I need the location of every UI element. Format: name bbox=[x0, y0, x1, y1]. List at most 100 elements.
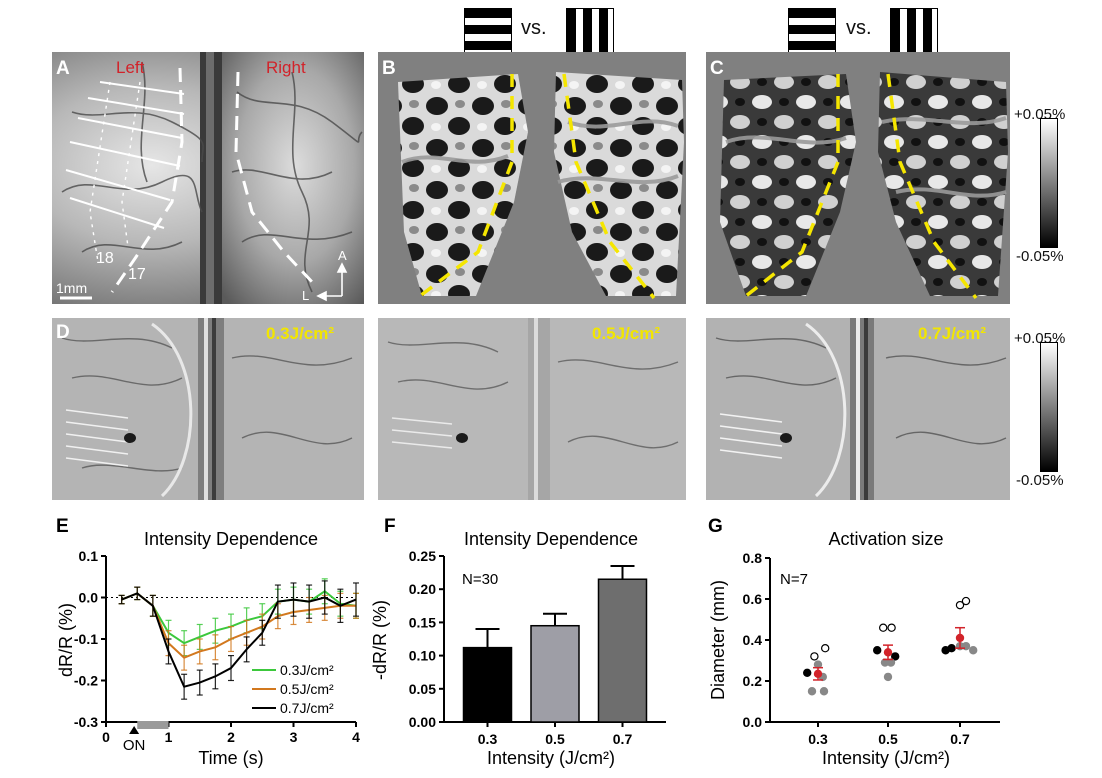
chart-f-title: Intensity Dependence bbox=[464, 529, 638, 549]
chart-g-point bbox=[807, 687, 817, 696]
chart-f-ytick-label: 0.00 bbox=[409, 714, 436, 730]
chart-f-xtick-label: 0.5 bbox=[545, 731, 565, 747]
chart-e-series-line bbox=[121, 592, 357, 688]
colorbar-top bbox=[1040, 118, 1058, 248]
chart-g-point bbox=[819, 687, 829, 696]
right-hemisphere-label: Right bbox=[266, 58, 306, 77]
chart-g-point bbox=[810, 652, 819, 661]
chart-f-annotation: N=30 bbox=[462, 571, 498, 588]
chart-f-ytick-label: 0.10 bbox=[409, 648, 436, 664]
chart-g-ytick-label: 0.0 bbox=[743, 714, 763, 730]
panel-d-image-low: D 0.3J/cm² bbox=[52, 318, 364, 500]
chart-g-xtick-label: 0.3 bbox=[808, 731, 828, 747]
scale-bar-label: 1mm bbox=[56, 280, 88, 296]
chart-g-point bbox=[961, 596, 971, 606]
panel-d-image-mid: 0.5J/cm² bbox=[378, 318, 686, 500]
area-17-label: 17 bbox=[128, 266, 146, 283]
panel-a-overlay bbox=[60, 52, 364, 304]
chart-f-bar bbox=[530, 624, 580, 723]
chart-e-xtick-label: 0 bbox=[102, 729, 110, 745]
intensity-label-low: 0.3J/cm² bbox=[266, 324, 335, 343]
chart-e-legend-label: 0.3J/cm² bbox=[280, 662, 334, 678]
chart-g-point bbox=[873, 646, 882, 655]
chart-e-stim-arrow bbox=[129, 726, 140, 734]
chart-e-series-line bbox=[121, 592, 356, 659]
chart-g-point bbox=[947, 644, 956, 653]
chart-g-point bbox=[887, 623, 896, 632]
area-18-label: 18 bbox=[96, 250, 114, 267]
chart-g-mean-point bbox=[883, 648, 893, 657]
chart-g-point bbox=[969, 646, 978, 655]
panel-d3-texture bbox=[715, 318, 1007, 500]
vs-label-b: vs. bbox=[521, 17, 547, 39]
chart-e-letter: E bbox=[56, 516, 69, 537]
vs-label-c: vs. bbox=[846, 17, 872, 39]
chart-g-annotation: N=7 bbox=[780, 571, 808, 588]
chart-f-xtick-label: 0.3 bbox=[478, 731, 498, 747]
chart-g-ytick-label: 0.4 bbox=[743, 632, 763, 648]
panel-a-cortex-image: A Left Right 18 17 1mm A L bbox=[52, 52, 364, 304]
chart-f-ytick-label: 0.25 bbox=[409, 548, 436, 564]
intensity-label-mid: 0.5J/cm² bbox=[592, 324, 661, 343]
chart-g-point bbox=[803, 668, 812, 678]
colorbar-top-min: -0.05% bbox=[1016, 248, 1064, 265]
chart-g-xlabel: Intensity (J/cm²) bbox=[822, 748, 950, 768]
chart-e-series-line bbox=[121, 590, 357, 645]
chart-g-point bbox=[955, 600, 965, 610]
chart-e-xlabel: Time (s) bbox=[198, 748, 263, 768]
chart-f-bar bbox=[597, 578, 648, 723]
chart-f-bar bbox=[462, 646, 513, 723]
chart-g-letter: G bbox=[708, 516, 723, 537]
panel-d-image-high: 0.7J/cm² bbox=[706, 318, 1010, 500]
chart-e-ytick-label: 0.1 bbox=[79, 548, 99, 564]
lateral-label: L bbox=[302, 288, 310, 303]
chart-e-xtick-label: 3 bbox=[290, 729, 298, 745]
chart-g-point bbox=[883, 672, 893, 682]
chart-g-ytick-label: 0.8 bbox=[743, 550, 763, 566]
horizontal-grating-icon bbox=[788, 8, 836, 54]
chart-g-title: Activation size bbox=[828, 529, 943, 549]
chart-g-xtick-label: 0.7 bbox=[950, 731, 970, 747]
panel-d1-texture bbox=[61, 318, 353, 500]
chart-f-xlabel: Intensity (J/cm²) bbox=[487, 748, 615, 768]
chart-g-ytick-label: 0.2 bbox=[743, 673, 763, 689]
panel-b-letter: B bbox=[382, 58, 396, 79]
panel-c-map bbox=[720, 72, 1008, 300]
chart-g-ylabel: Diameter (mm) bbox=[708, 580, 728, 700]
chart-f-letter: F bbox=[384, 516, 396, 537]
chart-g-point bbox=[891, 652, 900, 661]
colorbar-bottom bbox=[1040, 342, 1058, 472]
chart-e-legend-label: 0.7J/cm² bbox=[280, 700, 334, 716]
chart-f-xtick-label: 0.7 bbox=[613, 731, 633, 747]
chart-g-point bbox=[821, 644, 830, 653]
chart-g-mean-point bbox=[955, 633, 965, 643]
panel-c-letter: C bbox=[710, 58, 724, 79]
chart-g-mean-point bbox=[813, 669, 823, 679]
chart-e-ylabel: dR/R (%) bbox=[56, 603, 76, 677]
chart-e-xtick-label: 1 bbox=[165, 729, 173, 745]
chart-e-ytick-label: 0.0 bbox=[79, 590, 99, 606]
chart-e-title: Intensity Dependence bbox=[144, 529, 318, 549]
chart-f-ytick-label: 0.20 bbox=[409, 581, 436, 597]
chart-e-stim-label: ON bbox=[123, 737, 146, 754]
panel-b-orientation-map: B bbox=[378, 52, 686, 304]
chart-e-xtick-label: 4 bbox=[352, 729, 360, 745]
chart-f-ylabel: -dR/R (%) bbox=[370, 600, 390, 680]
chart-e-stim-bar bbox=[137, 721, 169, 729]
colorbar-bottom-min: -0.05% bbox=[1016, 472, 1064, 489]
chart-g-ytick-label: 0.6 bbox=[743, 591, 763, 607]
chart-e-ytick-label: -0.2 bbox=[74, 673, 98, 689]
chart-g-point bbox=[879, 623, 888, 632]
panel-b-map bbox=[398, 72, 684, 300]
horizontal-grating-icon bbox=[464, 8, 512, 54]
panel-d2-texture bbox=[387, 318, 679, 500]
chart-e-ytick-label: -0.3 bbox=[74, 714, 98, 730]
chart-e-legend-label: 0.5J/cm² bbox=[280, 681, 334, 697]
chart-g-xtick-label: 0.5 bbox=[878, 731, 898, 747]
panel-c-orientation-map: C bbox=[706, 52, 1010, 304]
panel-d-letter: D bbox=[56, 322, 70, 343]
chart-e-ytick-label: -0.1 bbox=[74, 631, 98, 647]
panel-a-letter: A bbox=[56, 58, 70, 79]
chart-f-ytick-label: 0.15 bbox=[409, 614, 436, 630]
